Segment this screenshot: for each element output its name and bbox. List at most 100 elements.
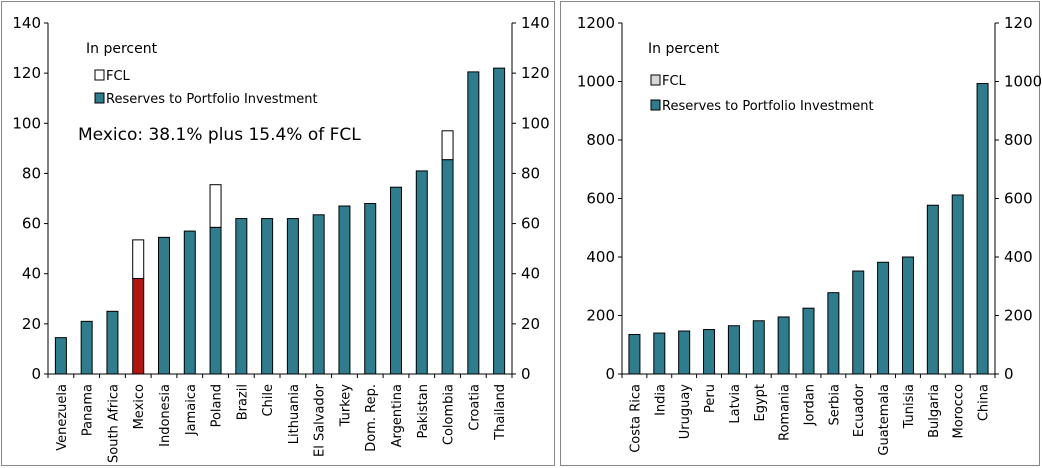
x-category-label: China bbox=[977, 384, 992, 421]
y-tick-label-right: 40 bbox=[521, 265, 540, 283]
bar-reserves bbox=[852, 270, 865, 375]
x-category-label: Croatia bbox=[467, 384, 482, 431]
bar-reserves bbox=[951, 194, 964, 375]
chart-panel-right: 0 0 200 200 400 400 600 600 800 800 1000 1000 1200 12… bbox=[560, 1, 1041, 466]
x-category-label: Venezuela bbox=[55, 384, 70, 451]
legend-swatch bbox=[94, 92, 105, 104]
legend-label: Reserves to Portfolio Investment bbox=[106, 92, 318, 107]
bar-reserves bbox=[312, 214, 325, 375]
bar-fcl bbox=[209, 184, 222, 228]
bar-reserves bbox=[209, 226, 222, 375]
bar-reserves bbox=[752, 320, 765, 375]
y-tick-label-right: 100 bbox=[521, 114, 550, 132]
y-tick-label-left: 200 bbox=[586, 307, 615, 325]
x-category-label: Guatemala bbox=[877, 384, 892, 456]
y-tick-label-left: 600 bbox=[586, 190, 615, 208]
y-tick-label-right: 0 bbox=[1004, 365, 1014, 383]
x-category-label: Indonesia bbox=[158, 384, 173, 447]
y-tick-label-left: 1000 bbox=[577, 73, 615, 91]
bar-reserves bbox=[338, 205, 351, 375]
legend-label: FCL bbox=[662, 74, 687, 89]
bar-reserves bbox=[441, 159, 454, 375]
y-tick-label-right: 20 bbox=[521, 315, 540, 333]
y-tick-label-right: 80 bbox=[521, 164, 540, 182]
bar-reserves bbox=[54, 337, 67, 375]
chart-left: 0 0 20 20 40 40 60 60 80 80 100 100 120 120 140 140 Vene… bbox=[12, 14, 550, 463]
bar-reserves bbox=[703, 329, 716, 375]
x-category-label: Jamaica bbox=[184, 384, 199, 436]
y-tick-label-right: 200 bbox=[1004, 307, 1033, 325]
bar-reserves bbox=[727, 325, 740, 375]
y-tick-label-left: 800 bbox=[586, 131, 615, 149]
bar-reserves bbox=[261, 218, 274, 375]
x-category-label: Panama bbox=[81, 384, 96, 436]
y-tick-label-left: 400 bbox=[586, 248, 615, 266]
y-tick-label-right: 400 bbox=[1004, 248, 1033, 266]
y-tick-label-right: 0 bbox=[521, 365, 531, 383]
chart-right: 0 0 200 200 400 400 600 600 800 800 1000 1000 1200 12… bbox=[577, 14, 1041, 456]
x-category-label: Costa Rica bbox=[628, 384, 643, 453]
bar-reserves bbox=[827, 292, 840, 375]
annotation-text: Mexico: 38.1% plus 15.4% of FCL bbox=[78, 125, 361, 145]
bar-reserves bbox=[183, 230, 196, 375]
bar-reserves bbox=[286, 218, 299, 375]
bar-reserves bbox=[235, 218, 248, 375]
y-tick-label-right: 1000 bbox=[1004, 73, 1041, 91]
bar-reserves bbox=[628, 334, 641, 375]
bar-reserves bbox=[158, 236, 170, 375]
bar-reserves bbox=[653, 332, 666, 375]
x-category-label: Chile bbox=[261, 384, 276, 417]
y-tick-label-right: 60 bbox=[521, 215, 540, 233]
x-category-label: Jordan bbox=[803, 384, 818, 426]
y-tick-label-left: 40 bbox=[22, 265, 41, 283]
x-category-label: Pakistan bbox=[416, 384, 431, 438]
y-tick-label-left: 0 bbox=[605, 365, 615, 383]
x-category-label: Tunisia bbox=[902, 384, 917, 429]
x-category-label: Colombia bbox=[442, 384, 457, 445]
bar-reserves bbox=[802, 307, 815, 375]
note-label: In percent bbox=[86, 41, 158, 57]
bar-reserves bbox=[926, 204, 939, 375]
x-category-label: Romania bbox=[778, 384, 793, 441]
x-category-label: Morocco bbox=[952, 384, 967, 438]
y-tick-label-left: 120 bbox=[12, 64, 41, 82]
bar-reserves bbox=[80, 320, 93, 375]
x-category-label: Poland bbox=[210, 384, 225, 427]
note-label: In percent bbox=[648, 41, 720, 57]
x-category-label: Dom. Rep. bbox=[364, 384, 379, 452]
x-category-label: Lithuania bbox=[287, 384, 302, 444]
legend-label: Reserves to Portfolio Investment bbox=[662, 99, 874, 114]
y-tick-label-left: 80 bbox=[22, 164, 41, 182]
y-tick-label-left: 100 bbox=[12, 114, 41, 132]
bar-reserves bbox=[364, 203, 377, 375]
y-tick-label-right: 120 bbox=[521, 64, 550, 82]
y-tick-label-right: 140 bbox=[521, 14, 550, 32]
y-tick-label-left: 0 bbox=[31, 365, 41, 383]
x-category-label: Brazil bbox=[235, 384, 250, 420]
x-category-label: Latvia bbox=[728, 384, 743, 424]
y-tick-label-right: 800 bbox=[1004, 131, 1033, 149]
chart-panel-left: 0 0 20 20 40 40 60 60 80 80 100 100 120 120 140 140 Vene… bbox=[1, 1, 555, 466]
y-tick-label-left: 140 bbox=[12, 14, 41, 32]
x-category-label: Turkey bbox=[338, 384, 353, 428]
legend-label: FCL bbox=[106, 69, 131, 84]
bar-reserves bbox=[390, 186, 402, 375]
y-tick-label-left: 60 bbox=[22, 215, 41, 233]
x-category-label: Thailand bbox=[493, 384, 508, 441]
bar-reserves bbox=[877, 261, 890, 375]
bar-reserves bbox=[976, 83, 989, 375]
x-category-label: El Salvador bbox=[313, 383, 328, 457]
bar-reserves bbox=[901, 256, 914, 375]
legend-swatch bbox=[650, 99, 661, 111]
bar-reserves bbox=[467, 71, 480, 375]
x-category-label: Mexico bbox=[132, 384, 147, 429]
y-tick-label-left: 1200 bbox=[577, 14, 615, 32]
legend-swatch bbox=[94, 69, 105, 81]
bar-fcl bbox=[441, 130, 454, 161]
bar-reserves bbox=[106, 310, 119, 375]
y-tick-label-right: 120 bbox=[1004, 14, 1033, 32]
x-category-label: Argentina bbox=[390, 384, 405, 447]
bar-reserves bbox=[415, 170, 428, 375]
bar-reserves bbox=[777, 316, 790, 375]
x-category-label: Bulgaria bbox=[927, 384, 942, 438]
